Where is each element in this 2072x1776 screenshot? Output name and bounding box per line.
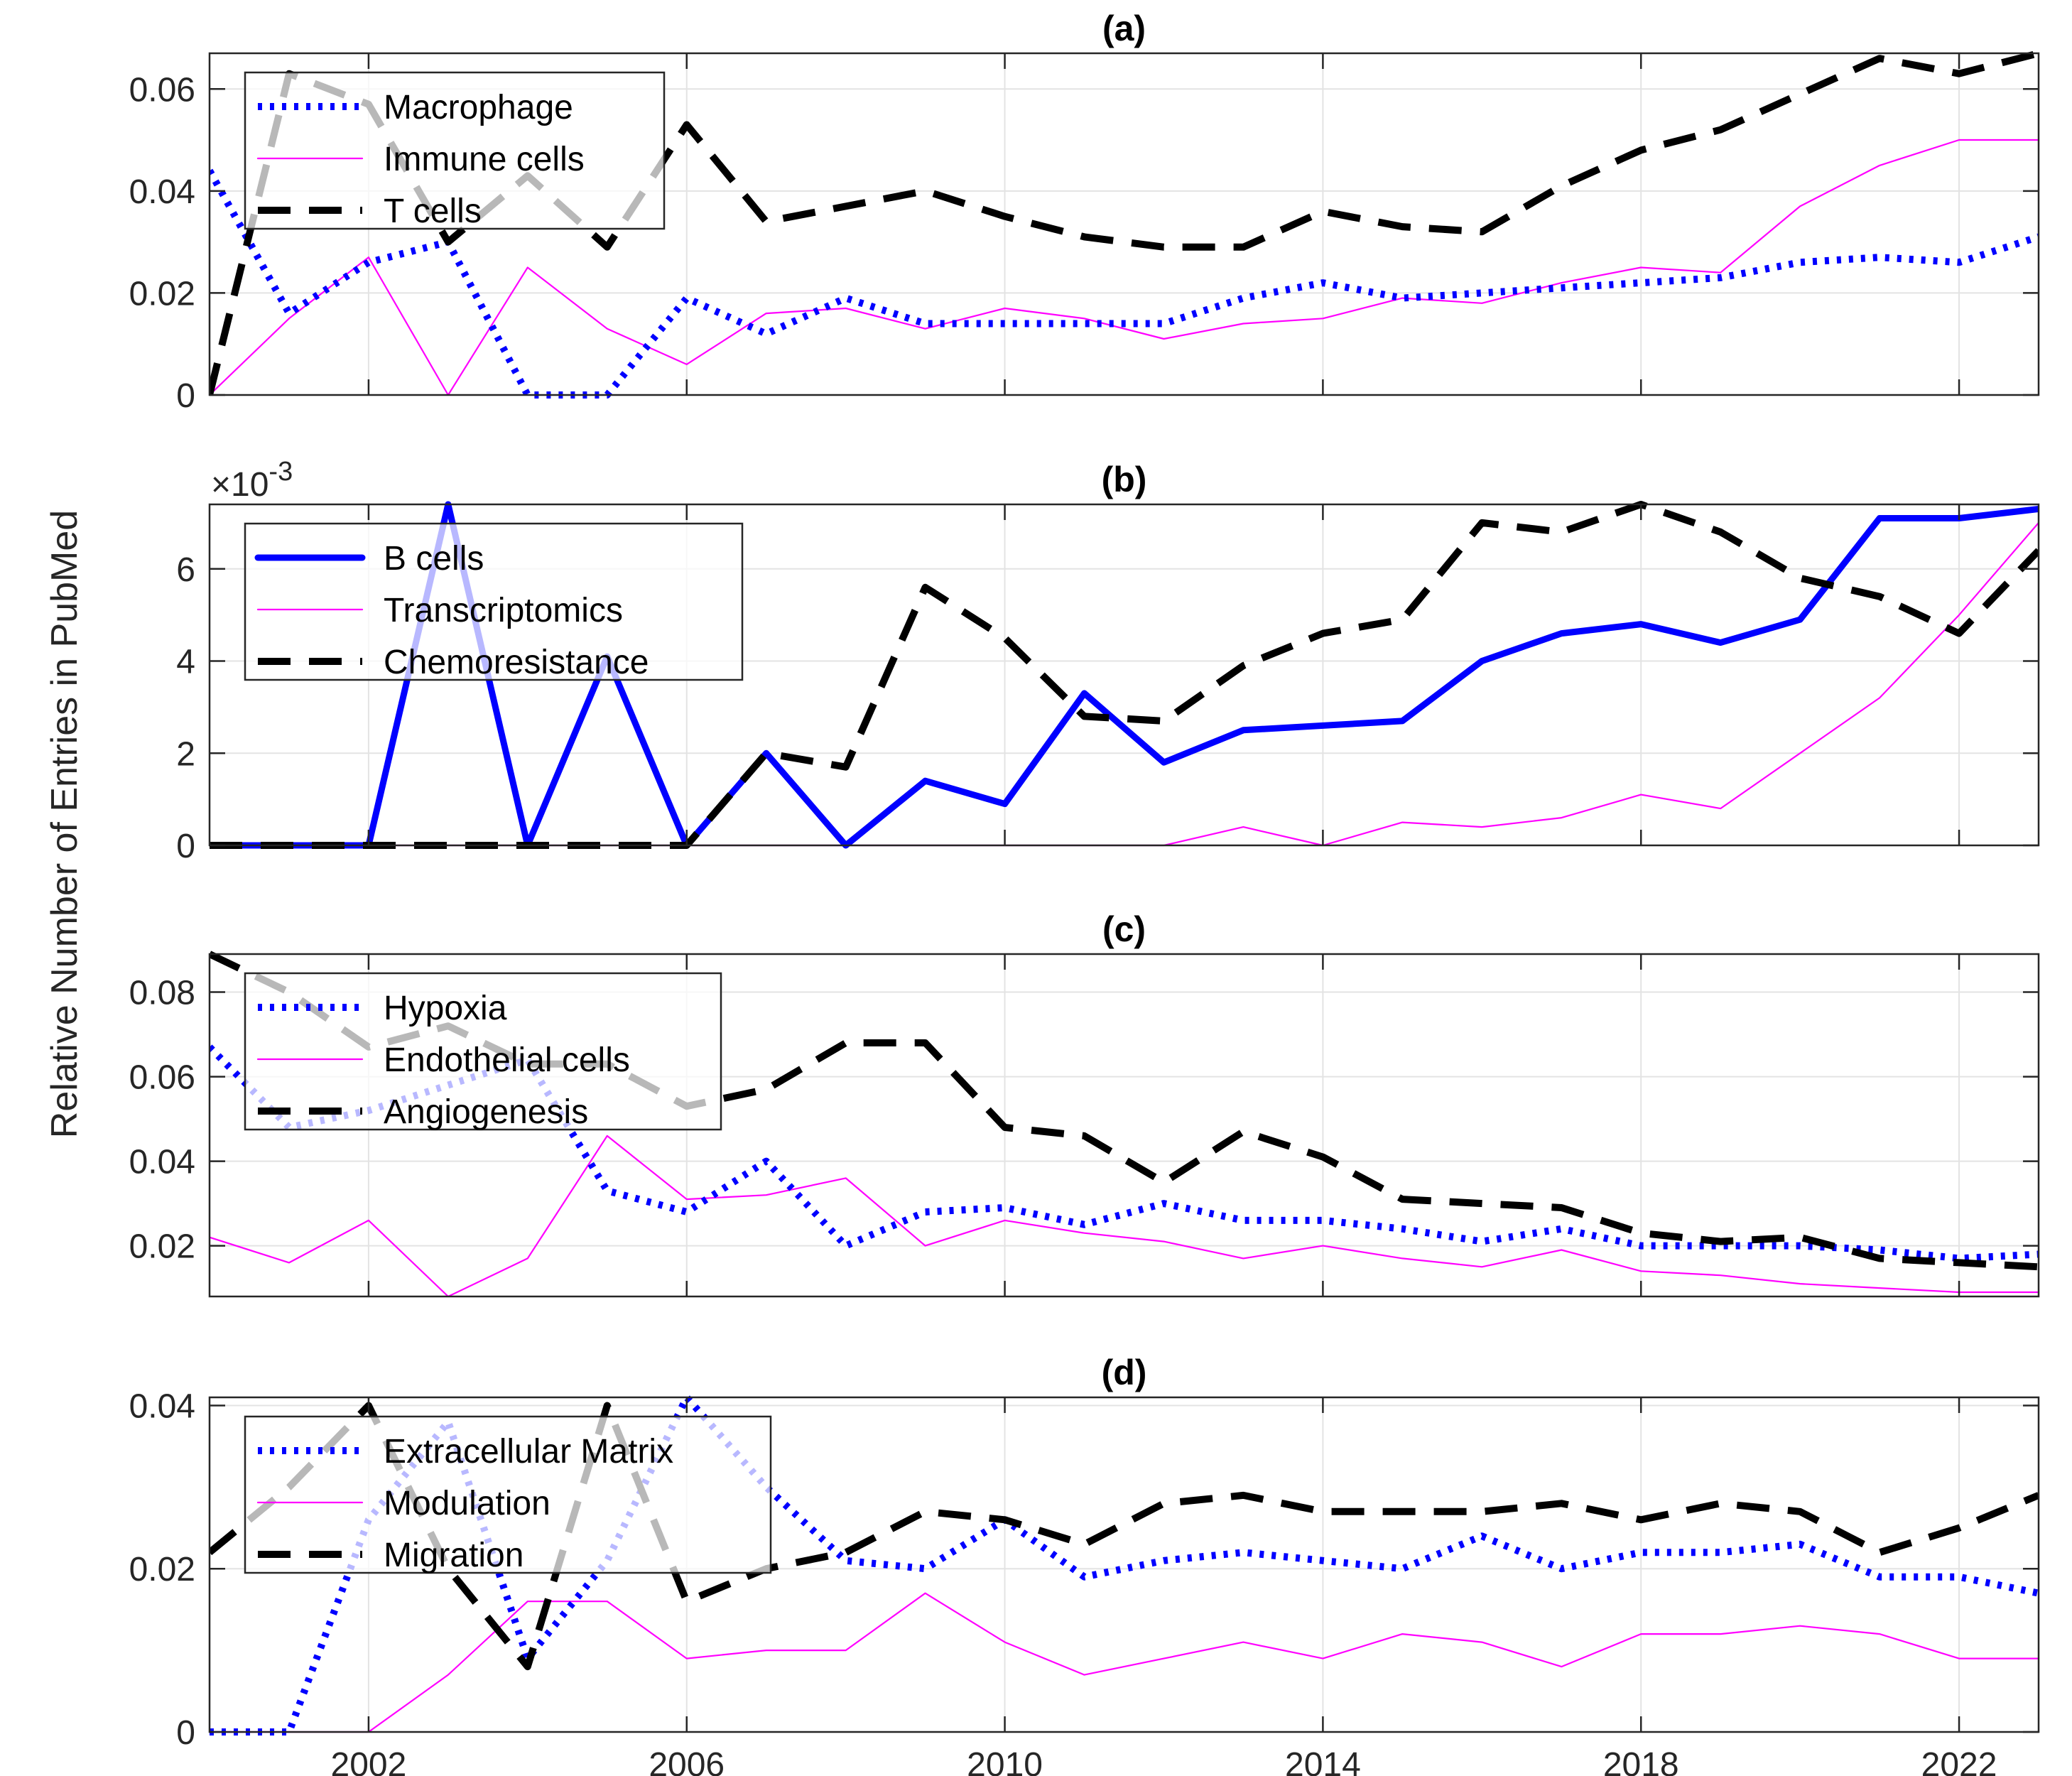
legend: Macrophage Immune cells T cells [244, 71, 666, 230]
axes-frame [208, 52, 2040, 396]
x-tick-label: 2014 [1285, 1746, 1361, 1776]
legend-box [244, 71, 666, 230]
y-tick-label: 0.08 [129, 975, 195, 1012]
y-exponent-power: -3 [269, 457, 293, 487]
axes-frame [208, 953, 2040, 1298]
legend: B cells Transcriptomics Chemoresistance [244, 522, 744, 681]
series-line-modulation [210, 1592, 2039, 1733]
legend-label: Modulation [384, 1485, 550, 1522]
y-tick-label: 0.02 [129, 275, 195, 313]
panels: 0 0.02 0.04 0.06 (a) Macrophage Immune cells T … [129, 9, 2040, 1776]
legend-label: Immune cells [384, 141, 585, 178]
legend-label: Transcriptomics [384, 592, 623, 629]
axes-frame [208, 503, 2040, 847]
panel-d: 0 0.02 0.04 (d) Extracellular Matrix Modulati… [129, 1353, 2040, 1752]
axes-frame [208, 1396, 2040, 1733]
series-line-immune-cells [210, 139, 2039, 396]
y-tick-label: 0.04 [129, 1387, 195, 1425]
x-tick-label: 2010 [967, 1746, 1043, 1776]
series-line-b-cells [210, 501, 2039, 849]
y-tick-label: 6 [176, 551, 195, 589]
x-tick-label: 2018 [1603, 1746, 1679, 1776]
figure-y-axis-label: Relative Number of Entries in PubMed [44, 510, 85, 1138]
y-tick-label: 0 [176, 828, 195, 865]
y-tick-label: 0 [176, 377, 195, 415]
legend-box [244, 1415, 772, 1574]
y-tick-label: 4 [176, 644, 195, 681]
x-tick-label: 2002 [331, 1746, 407, 1776]
series-line-endothelial-cells [210, 1135, 2039, 1298]
y-tick-label: 2 [176, 735, 195, 773]
x-tick-label: 2022 [1921, 1746, 1997, 1776]
legend-label: T cells [384, 193, 482, 230]
legend-label: Angiogenesis [384, 1093, 588, 1131]
legend-label: Chemoresistance [384, 644, 649, 681]
y-tick-label: 0.06 [129, 1059, 195, 1097]
panel-title: (c) [1102, 909, 1146, 949]
legend-box [244, 972, 722, 1131]
y-tick-label: 0.06 [129, 71, 195, 109]
panel-a: 0 0.02 0.04 0.06 (a) Macrophage Immune cells T … [129, 9, 2040, 415]
series-line-t-cells [210, 50, 2039, 396]
x-tick-label: 2006 [649, 1746, 725, 1776]
legend: Extracellular Matrix Modulation Migration [244, 1415, 772, 1574]
y-tick-label: 0.04 [129, 173, 195, 211]
series-line-extracellular-matrix [210, 1394, 2039, 1736]
y-tick-label: 0.02 [129, 1228, 195, 1266]
legend-label: B cells [384, 540, 484, 578]
panel-title: (d) [1102, 1353, 1147, 1392]
legend-label: Migration [384, 1537, 524, 1574]
legend-label: Extracellular Matrix [384, 1433, 673, 1471]
y-tick-label: 0.02 [129, 1551, 195, 1588]
panel-title: (b) [1102, 460, 1147, 499]
legend-box [244, 522, 744, 681]
legend-label: Hypoxia [384, 990, 507, 1027]
legend-label: Endothelial cells [384, 1041, 630, 1079]
legend-label: Macrophage [384, 89, 573, 126]
series-line-macrophage [210, 168, 2039, 399]
legend: Hypoxia Endothelial cells Angiogenesis [244, 972, 722, 1131]
panel-title: (a) [1102, 9, 1146, 48]
panel-c: 0.02 0.04 0.06 0.08 (c) Hypoxia Endothelial ce… [129, 909, 2040, 1298]
y-tick-label: 0 [176, 1714, 195, 1752]
y-tick-label: 0.04 [129, 1144, 195, 1181]
series-line-chemoresistance [210, 501, 2039, 849]
